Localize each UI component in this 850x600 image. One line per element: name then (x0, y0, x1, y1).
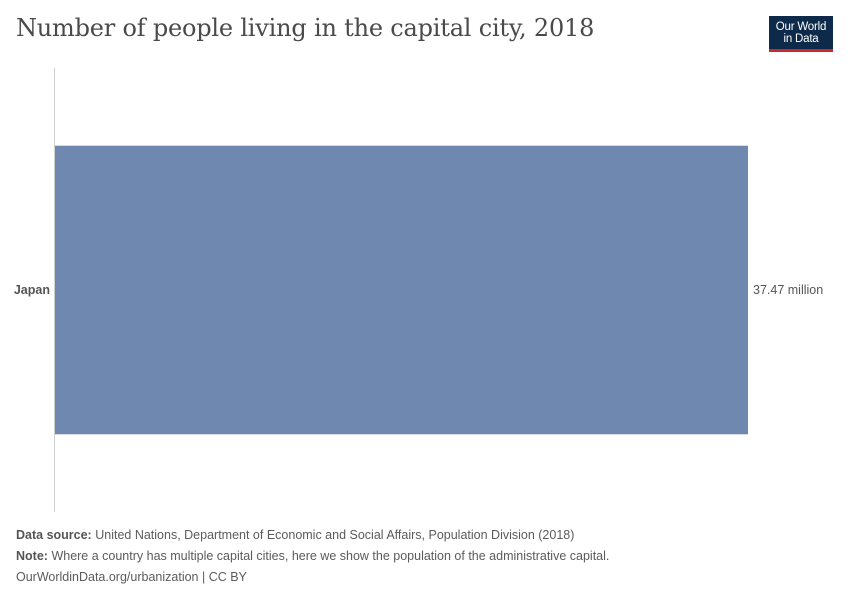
value-label: 37.47 million (753, 283, 823, 297)
bar-japan[interactable] (55, 145, 748, 435)
chart-title: Number of people living in the capital c… (16, 14, 595, 42)
credit-link[interactable]: OurWorldinData.org/urbanization | CC BY (16, 570, 247, 584)
chart-note: Note: Where a country has multiple capit… (16, 549, 609, 563)
data-source-text: United Nations, Department of Economic a… (95, 528, 575, 542)
logo-line-2: in Data (783, 33, 819, 45)
category-label: Japan (14, 283, 50, 297)
data-source: Data source: United Nations, Department … (16, 528, 574, 542)
owid-logo[interactable]: Our World in Data (769, 16, 833, 52)
note-label: Note: (16, 549, 48, 563)
note-text: Where a country has multiple capital cit… (51, 549, 610, 563)
bars-group: Japan 37.47 million (14, 145, 823, 435)
logo-line-1: Our World (775, 21, 827, 33)
data-source-label: Data source: (16, 528, 92, 542)
